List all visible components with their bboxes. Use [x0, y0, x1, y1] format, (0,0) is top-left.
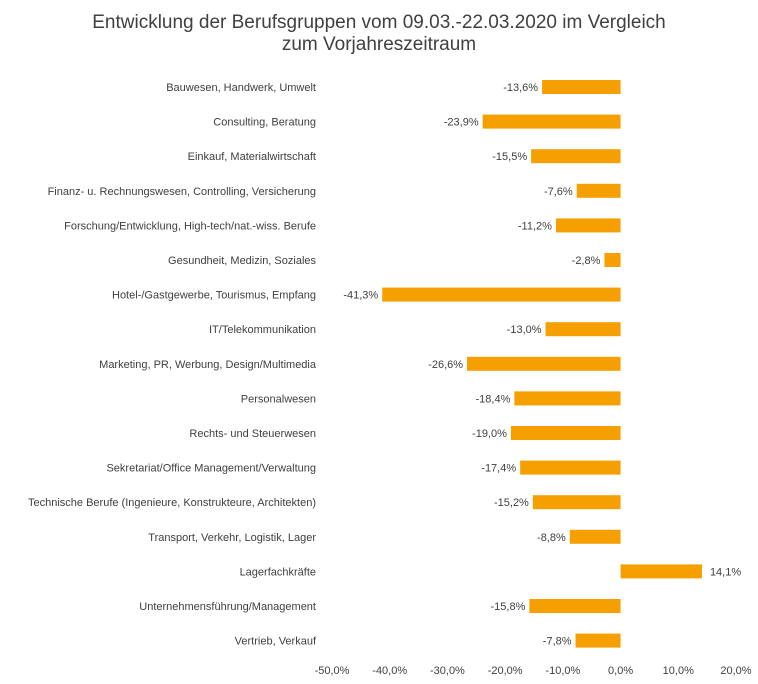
category-label: Consulting, Beratung — [213, 117, 316, 129]
bar — [542, 80, 621, 94]
x-axis-ticks: -50,0% -40,0% -30,0% -20,0% -10,0% 0,0% 10,0% 2… — [315, 665, 752, 677]
bar — [382, 287, 621, 302]
bar — [575, 633, 621, 648]
bar — [555, 218, 621, 233]
data-label: -23,9% — [444, 117, 479, 129]
bar — [514, 391, 621, 406]
category-label: Rechts- und Steuerwesen — [189, 428, 316, 440]
data-label: -13,0% — [507, 324, 542, 336]
bar — [531, 149, 621, 164]
bar — [532, 495, 621, 510]
data-label: -15,2% — [494, 497, 529, 509]
bar — [529, 599, 621, 613]
category-label: Unternehmensführung/Management — [139, 601, 316, 613]
x-tick-label: -40,0% — [372, 665, 407, 677]
category-label: Hotel-/Gastgewerbe, Tourismus, Empfang — [112, 290, 316, 302]
x-tick-label: 20,0% — [720, 665, 751, 677]
x-tick-label: -50,0% — [315, 665, 350, 677]
category-label: Einkauf, Materialwirtschaft — [188, 151, 316, 163]
data-label: -8,8% — [537, 532, 566, 544]
category-label: Forschung/Entwicklung, High-tech/nat.-wi… — [64, 220, 316, 232]
chart-title: Entwicklung der Berufsgruppen vom 09.03.… — [92, 12, 666, 55]
x-tick-label: -20,0% — [488, 665, 523, 677]
category-label: Personalwesen — [241, 393, 316, 405]
bar — [620, 564, 702, 579]
data-label: -18,4% — [476, 393, 511, 405]
category-label: Vertrieb, Verkauf — [235, 636, 317, 648]
category-label: Sekretariat/Office Management/Verwaltung — [106, 463, 316, 475]
data-label: -2,8% — [572, 255, 601, 267]
data-label: -11,2% — [518, 220, 552, 232]
category-label: IT/Telekommunikation — [209, 324, 316, 336]
data-label: -41,3% — [343, 290, 378, 302]
category-label: Gesundheit, Medizin, Soziales — [168, 255, 316, 267]
data-label: -15,5% — [492, 151, 527, 163]
bar — [576, 183, 621, 198]
x-tick-label: -10,0% — [545, 665, 580, 677]
bar — [545, 322, 621, 337]
bar — [467, 356, 621, 371]
category-label: Marketing, PR, Werbung, Design/Multimedi… — [99, 359, 317, 371]
data-label: -19,0% — [472, 428, 507, 440]
chart-title-line: zum Vorjahreszeitraum — [282, 34, 476, 55]
category-label: Finanz- u. Rechnungswesen, Controlling, … — [48, 186, 316, 198]
bars — [382, 80, 702, 648]
bar — [482, 114, 621, 129]
data-label: -13,6% — [503, 82, 538, 94]
data-label: -7,8% — [543, 636, 572, 648]
bar — [520, 460, 621, 475]
data-label: -26,6% — [428, 359, 463, 371]
category-labels: Bauwesen, Handwerk, Umwelt Consulting, Be… — [28, 82, 317, 648]
category-label: Technische Berufe (Ingenieure, Konstrukt… — [28, 497, 316, 509]
data-label: 14,1% — [710, 566, 741, 578]
chart-title-line: Entwicklung der Berufsgruppen vom 09.03.… — [92, 12, 666, 33]
x-tick-label: -30,0% — [430, 665, 465, 677]
data-label: -15,8% — [491, 601, 526, 613]
x-tick-label: 0,0% — [608, 665, 633, 677]
category-label: Lagerfachkräfte — [240, 566, 316, 578]
bar — [604, 253, 621, 267]
bar — [569, 529, 621, 544]
data-label: -7,6% — [544, 186, 573, 198]
x-tick-label: 10,0% — [663, 665, 694, 677]
bar — [510, 426, 621, 440]
category-label: Bauwesen, Handwerk, Umwelt — [166, 82, 316, 94]
data-labels: -13,6% -23,9% -15,5% -7,6% -11,2% -2,8% -41,3%… — [343, 82, 741, 648]
category-label: Transport, Verkehr, Logistik, Lager — [148, 532, 316, 544]
data-label: -17,4% — [481, 463, 516, 475]
